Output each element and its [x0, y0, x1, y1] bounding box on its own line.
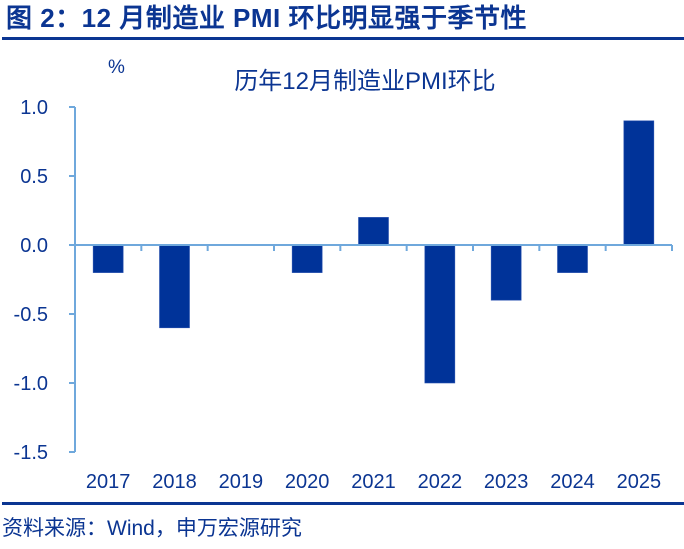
bar-2025 — [623, 120, 655, 246]
x-tick-label: 2025 — [617, 471, 662, 493]
bottom-divider — [2, 502, 684, 505]
bar-2022 — [424, 244, 456, 384]
bar-2023 — [490, 244, 522, 301]
figure-title: 图 2：12 月制造业 PMI 环比明显强于季节性 — [6, 3, 527, 33]
x-tick-label: 2024 — [550, 471, 595, 493]
chart-title: 历年12月制造业PMI环比 — [234, 68, 496, 95]
x-tick-label: 2020 — [285, 471, 330, 493]
x-tick-label: 2019 — [219, 471, 264, 493]
y-axis: 1.0 0.5 0.0 -0.5 -1.0 -1.5 — [14, 97, 76, 464]
y-tick-label: 0.0 — [20, 235, 48, 257]
bar-2018 — [159, 244, 190, 329]
y-tick-label: -1.5 — [14, 442, 48, 464]
x-tick-label: 2018 — [152, 471, 197, 493]
bar-2020 — [291, 244, 323, 273]
bars-group — [92, 120, 655, 384]
top-divider — [2, 37, 684, 40]
x-tick-label: 2021 — [351, 471, 396, 493]
x-tick-label: 2023 — [484, 471, 529, 493]
bar-2024 — [557, 244, 588, 273]
x-axis: 2017 2018 2019 2020 2021 2022 2023 2024 2025 — [75, 244, 673, 493]
bar-2021 — [358, 217, 389, 246]
y-tick-label: -0.5 — [14, 304, 48, 326]
y-axis-unit-label: % — [108, 57, 125, 78]
x-tick-label: 2017 — [86, 471, 131, 493]
x-tick-label: 2022 — [418, 471, 463, 493]
y-tick-label: -1.0 — [14, 373, 48, 395]
source-note: 资料来源：Wind，申万宏源研究 — [2, 517, 302, 540]
y-tick-label: 0.5 — [20, 166, 48, 188]
bar-2017 — [92, 244, 124, 273]
y-tick-label: 1.0 — [20, 97, 48, 119]
